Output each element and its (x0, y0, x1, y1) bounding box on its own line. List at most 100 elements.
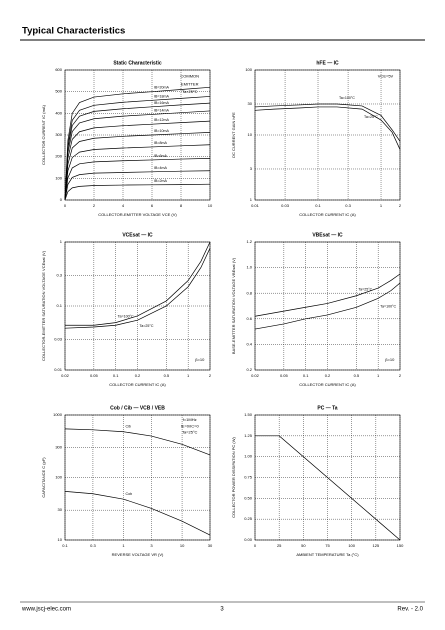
x-tick-label: 25 (277, 543, 282, 548)
y-axis-label: COLLECTOR CURRENT IC (mA) (41, 104, 46, 165)
chart-title: VBEsat — IC (312, 232, 343, 238)
x-tick-label: 0.5 (354, 373, 360, 378)
y-axis-label: CAPACITANCE C (pF) (41, 457, 46, 498)
series-label: Cib (126, 425, 131, 429)
y-tick-label: 0.25 (244, 516, 253, 521)
series-line (64, 96, 211, 201)
y-axis-label: COLLECTOR POWER DISSIPATION PC (W) (231, 437, 236, 518)
x-axis-label: COLLECTOR CURRENT IC (A) (299, 212, 356, 217)
series-line (64, 183, 211, 201)
y-tick-label: 1.2 (246, 239, 252, 244)
y-tick-label: 0.03 (54, 337, 63, 342)
series-line (64, 86, 211, 201)
y-tick-label: 0.8 (246, 290, 252, 295)
series-line (255, 435, 401, 541)
series-label: Ta=25°C (358, 288, 372, 292)
y-tick-label: 300 (55, 445, 62, 450)
series-line (64, 428, 211, 456)
y-tick-label: 1.0 (246, 265, 252, 270)
x-tick-label: 2 (399, 373, 402, 378)
series-line (64, 170, 211, 201)
footer-website: www.jscj-elec.com (21, 607, 71, 613)
chart-title: Static Characteristic (113, 60, 162, 66)
series-line (64, 248, 211, 329)
y-tick-label: 30 (58, 507, 63, 512)
series-line (254, 106, 401, 150)
x-tick-label: 0.1 (303, 373, 309, 378)
x-axis-label: REVERSE VOLTAGE VR (V) (112, 552, 164, 557)
series-line (254, 282, 401, 330)
y-tick-label: 400 (55, 110, 62, 115)
y-tick-label: 0.1 (56, 303, 62, 308)
x-tick-label: 0.1 (315, 203, 321, 208)
x-tick-label: 2 (209, 373, 212, 378)
x-axis-label: AMBIENT TEMPERATURE Ta (°C) (296, 552, 359, 557)
series-label: IB=16mA (154, 101, 169, 105)
annotation: Ta=25°C (182, 430, 198, 435)
x-tick-label: 0.05 (280, 373, 289, 378)
series-label: IB=20mA (154, 86, 169, 90)
y-axis-label: BASE-EMITTER SATURATION VOLTAGE VBEsat (… (231, 257, 236, 354)
x-tick-label: 4 (122, 203, 125, 208)
annotation: VCE=5V (378, 74, 394, 79)
series-line (64, 110, 211, 201)
y-tick-label: 600 (55, 67, 62, 72)
series-line (65, 241, 211, 326)
x-tick-label: 0.2 (325, 373, 331, 378)
y-tick-label: 30 (248, 101, 253, 106)
series-label: Ta=25°C (364, 115, 378, 119)
series-line (254, 103, 401, 142)
y-tick-label: 1 (250, 197, 253, 202)
series-label: Ta=100°C (339, 96, 355, 100)
x-axis-label: COLLECTOR-EMITTER VOLTAGE VCE (V) (98, 212, 177, 217)
y-tick-label: 1000 (53, 412, 63, 417)
footer-revision: Rev. - 2.0 (397, 607, 423, 613)
series-label: IB=12mA (154, 118, 169, 122)
series-line (64, 120, 211, 201)
series-line (64, 132, 211, 201)
series-label: Cob (126, 492, 133, 496)
series-label: IB=8mA (154, 141, 167, 145)
x-tick-label: 50 (301, 543, 306, 548)
series-line (64, 158, 211, 201)
series-label: IB=2mA (154, 179, 167, 183)
x-tick-label: 0.02 (61, 373, 70, 378)
x-tick-label: 0.03 (281, 203, 290, 208)
series-label: Ta=100°C (118, 315, 134, 319)
x-tick-label: 6 (151, 203, 154, 208)
y-axis-label: COLLECTOR-EMITTER SATURATION VOLTAGE VCE… (41, 250, 46, 361)
x-tick-label: 0.1 (113, 373, 119, 378)
y-tick-label: 1.00 (244, 454, 253, 459)
series-label: IB=18mA (154, 94, 169, 98)
x-tick-label: 0.2 (135, 373, 141, 378)
x-tick-label: 0.3 (345, 203, 351, 208)
x-tick-label: 1 (122, 543, 125, 548)
x-axis-label: COLLECTOR CURRENT IC (A) (109, 382, 166, 387)
chart-title: Cob / Cib — VCB / VEB (110, 405, 165, 411)
y-tick-label: 500 (55, 89, 62, 94)
series-line (64, 144, 211, 201)
y-tick-label: 0 (60, 197, 63, 202)
y-tick-label: 0.6 (246, 316, 252, 321)
x-tick-label: 150 (397, 543, 404, 548)
y-tick-label: 0.4 (246, 341, 252, 346)
series-line (64, 491, 211, 536)
x-tick-label: 0.3 (90, 543, 96, 548)
y-tick-label: 0.3 (56, 273, 62, 278)
x-tick-label: 1 (187, 373, 190, 378)
x-tick-label: 2 (399, 203, 402, 208)
annotation: β=10 (195, 357, 205, 362)
x-tick-label: 0 (254, 543, 257, 548)
y-tick-label: 0.01 (54, 367, 63, 372)
y-axis-label: DC CURRENT GAIN hFE (231, 112, 236, 158)
x-tick-label: 0 (64, 203, 67, 208)
annotation: Ta=25°C (182, 89, 198, 94)
y-tick-label: 0.50 (244, 495, 253, 500)
x-tick-label: 30 (208, 543, 213, 548)
chart-title: hFE — IC (316, 60, 339, 66)
annotation: f=1MHz (183, 417, 197, 422)
y-tick-label: 1.50 (244, 412, 253, 417)
y-tick-label: 300 (55, 132, 62, 137)
x-tick-label: 0.5 (164, 373, 170, 378)
